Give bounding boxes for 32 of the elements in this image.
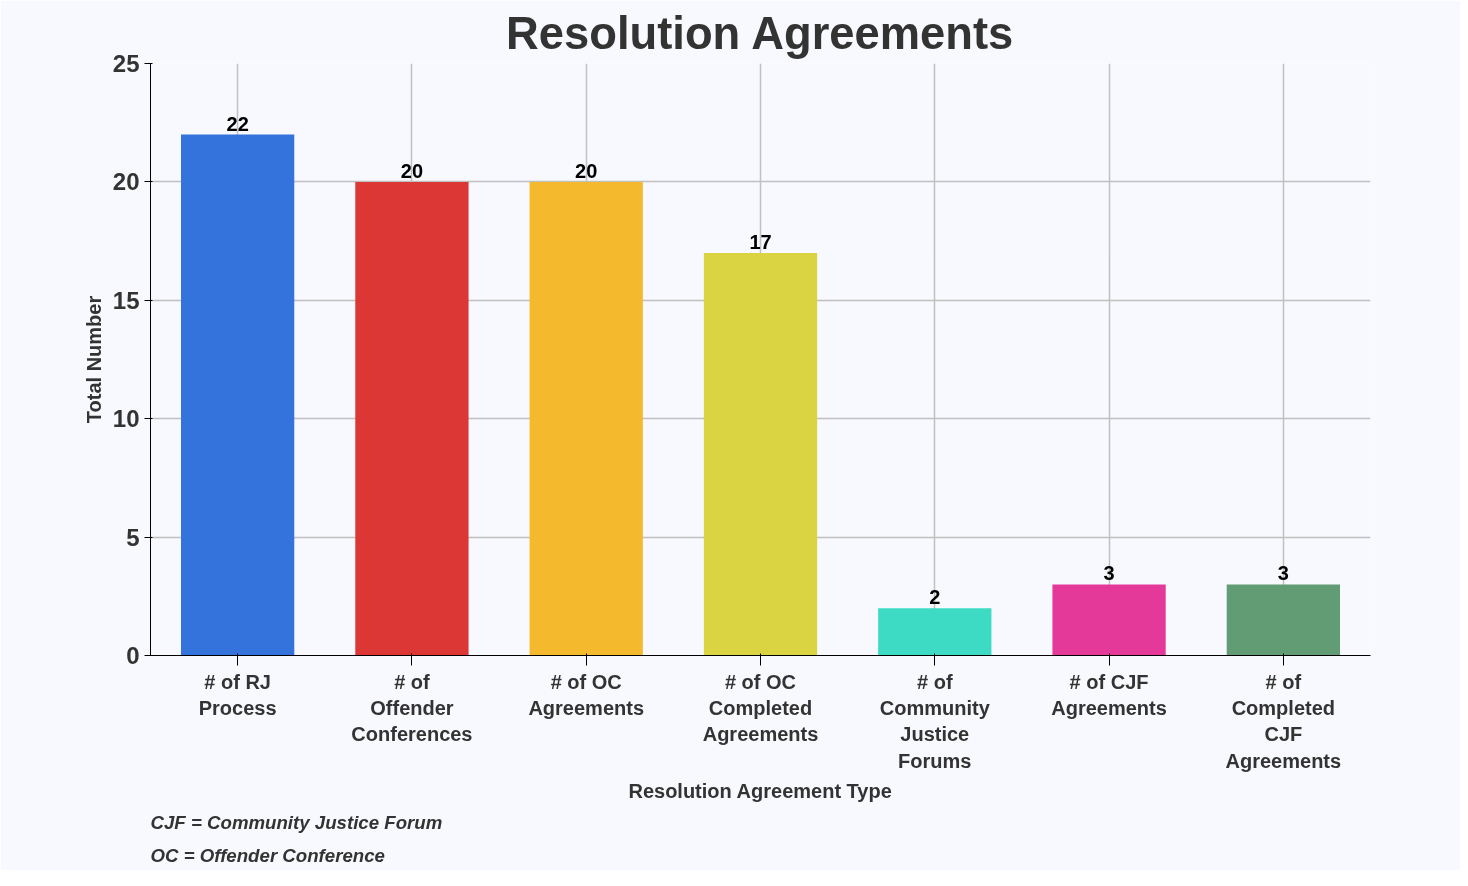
y-tick-label: 25	[112, 50, 140, 77]
x-tick-label: # of OC Agreements	[528, 670, 645, 719]
bar	[355, 181, 469, 656]
x-tick-label: # of OC Completed Agreements	[702, 670, 819, 746]
data-label: 3	[1103, 562, 1115, 585]
y-axis-title: Total Number	[82, 295, 105, 424]
bar	[878, 608, 992, 656]
bar	[181, 134, 295, 656]
x-axis-title: Resolution Agreement Type	[628, 779, 892, 802]
bar	[529, 181, 643, 656]
x-tick-label: # of Community Justice Forums	[879, 670, 991, 772]
x-tick-label: # of Offender Conferences	[351, 670, 473, 746]
text: OC = Offender Conference	[150, 844, 385, 866]
x-tick-label: # of RJ Process	[198, 670, 277, 719]
chart-title: Resolution Agreements	[506, 7, 1014, 59]
bar	[1226, 584, 1340, 656]
data-label: 20	[575, 159, 598, 182]
y-tick-label: 10	[112, 405, 140, 433]
bar	[1052, 584, 1166, 656]
y-tick-label: 20	[112, 168, 140, 196]
text: CJF = Community Justice Forum	[150, 811, 443, 833]
y-tick-label: 5	[126, 523, 140, 551]
data-label: 22	[226, 112, 249, 135]
y-tick-label: 15	[112, 286, 140, 314]
data-label: 20	[400, 159, 424, 182]
x-tick-label: # of Completed CJF Agreements	[1225, 670, 1342, 772]
y-tick-label: 0	[126, 642, 140, 669]
bar	[703, 252, 818, 656]
data-label: 17	[749, 230, 772, 253]
data-label: 2	[929, 586, 941, 609]
data-label: 3	[1277, 562, 1289, 585]
x-tick-label: # of CJF Agreements	[1051, 670, 1167, 719]
